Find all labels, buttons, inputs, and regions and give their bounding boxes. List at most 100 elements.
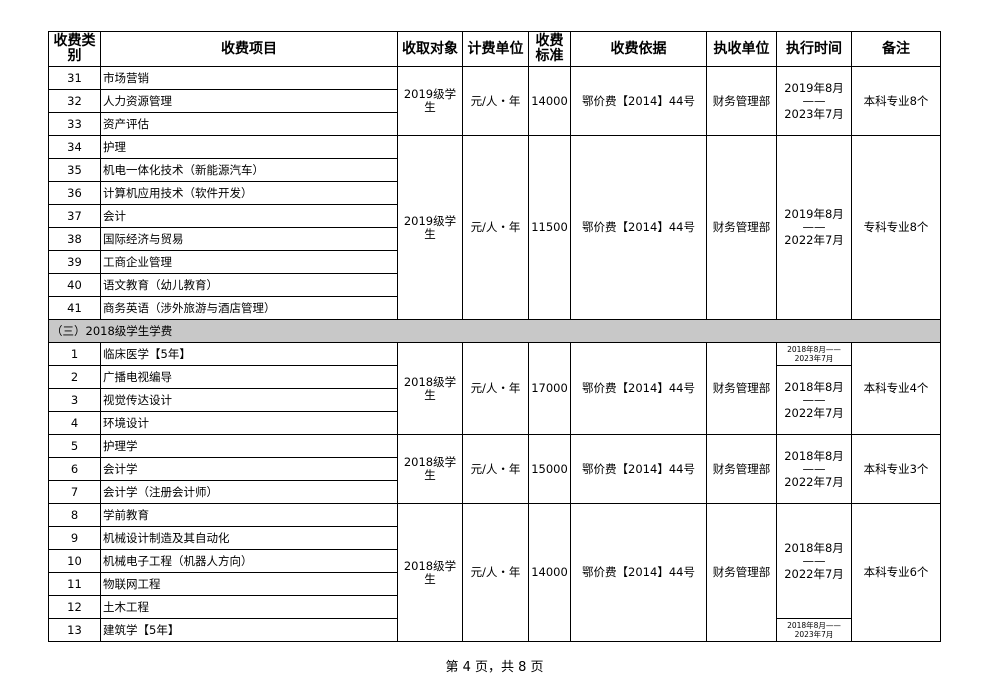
item-row: 34 护理 2019级学生 元/人・年 11500 鄂价费【2014】44号 财务管理部 20… [48, 135, 941, 320]
item-name: 建筑学【5年】 [100, 618, 398, 642]
period: 2018年8月 —— 2022年7月 [776, 434, 852, 504]
item-number: 37 [48, 204, 101, 228]
item-number: 38 [48, 227, 101, 251]
item-name: 商务英语（涉外旅游与酒店管理） [100, 296, 398, 320]
cell-target: 2019级学生 [397, 135, 463, 320]
section-row: （三）2018级学生学费 [48, 319, 941, 343]
item-name: 物联网工程 [100, 572, 398, 596]
item-name: 临床医学【5年】 [100, 342, 398, 366]
header-cell: 收取对象 [397, 31, 463, 67]
cell-amount: 15000 [528, 434, 571, 504]
item-name: 国际经济与贸易 [100, 227, 398, 251]
period-line: 2018年8月—— [787, 345, 841, 354]
item-name: 会计 [100, 204, 398, 228]
cell-target: 2018级学生 [397, 434, 463, 504]
item-name: 资产评估 [100, 112, 398, 136]
period-line: —— [802, 93, 826, 108]
cell-collector: 财务管理部 [706, 503, 777, 642]
header-cell: 执行时间 [776, 31, 852, 67]
cell-unit: 元/人・年 [462, 135, 529, 320]
period: 2018年8月 —— 2022年7月 [776, 365, 852, 435]
item-name: 会计学（注册会计师） [100, 480, 398, 504]
item-number: 34 [48, 135, 101, 159]
item-row: 35 机电一体化技术（新能源汽车） [48, 158, 941, 182]
item-name: 会计学 [100, 457, 398, 481]
item-row: 36 计算机应用技术（软件开发） [48, 181, 941, 205]
item-number: 35 [48, 158, 101, 182]
period-line: 2023年7月 [784, 106, 844, 121]
item-number: 32 [48, 89, 101, 113]
item-name: 市场营销 [100, 66, 398, 90]
note: 本科专业3个 [851, 434, 941, 504]
period: 2018年8月 —— 2022年7月 [776, 503, 852, 619]
header-cell: 备注 [851, 31, 941, 67]
item-name: 视觉传达设计 [100, 388, 398, 412]
cell-target: 2018级学生 [397, 342, 463, 435]
period-line: 2022年7月 [784, 405, 844, 420]
cell-collector: 财务管理部 [706, 342, 777, 435]
period-line: 2018年8月 [784, 540, 844, 555]
item-row: 31 市场营销 2019级学生 元/人・年 14000 鄂价费【2014】44号 财务管理部… [48, 66, 941, 136]
item-number: 41 [48, 296, 101, 320]
period: 2019年8月 —— 2022年7月 [776, 135, 852, 320]
item-number: 9 [48, 526, 101, 550]
item-row: 5 护理学 2018级学生 元/人・年 15000 鄂价费【2014】44号 财务管理部 20… [48, 434, 941, 504]
item-name: 人力资源管理 [100, 89, 398, 113]
item-row: 1 临床医学【5年】 2018级学生 元/人・年 17000 鄂价费【2014】44号 财务… [48, 342, 941, 435]
period-line: 2022年7月 [784, 474, 844, 489]
period-line: 2018年8月 [784, 379, 844, 394]
item-row: 13 建筑学【5年】 2018年8月—— 2023年7月 [48, 618, 941, 642]
item-name: 机电一体化技术（新能源汽车） [100, 158, 398, 182]
period-line: 2019年8月 [784, 207, 844, 221]
cell-collector: 财务管理部 [706, 66, 777, 136]
period-line: —— [802, 220, 826, 234]
period-line: —— [802, 392, 826, 407]
fee-table: 收费类别 收费项目 收取对象 计费单位 收费标准 收费依据 执收单位 执行时间 备注 31 市场营… [48, 31, 941, 642]
header-cell: 执收单位 [706, 31, 777, 67]
cell-amount: 14000 [528, 503, 571, 642]
item-number: 40 [48, 273, 101, 297]
cell-unit: 元/人・年 [462, 434, 529, 504]
cell-basis: 鄂价费【2014】44号 [570, 503, 707, 642]
item-row: 40 语文教育（幼儿教育） [48, 273, 941, 297]
item-name: 机械设计制造及其自动化 [100, 526, 398, 550]
item-name: 土木工程 [100, 595, 398, 619]
item-number: 7 [48, 480, 101, 504]
item-number: 31 [48, 66, 101, 90]
item-row: 4 环境设计 [48, 411, 941, 435]
item-number: 1 [48, 342, 101, 366]
header-cell: 收费项目 [100, 31, 398, 67]
note: 专科专业8个 [851, 135, 941, 320]
cell-target: 2019级学生 [397, 66, 463, 136]
table-body: 31 市场营销 2019级学生 元/人・年 14000 鄂价费【2014】44号 财务管理部… [48, 66, 941, 642]
item-number: 3 [48, 388, 101, 412]
period: 2019年8月 —— 2023年7月 [776, 66, 852, 136]
item-number: 4 [48, 411, 101, 435]
item-row: 33 资产评估 [48, 112, 941, 136]
item-number: 5 [48, 434, 101, 458]
period-line: 2023年7月 [794, 630, 834, 639]
item-row: 32 人力资源管理 [48, 89, 941, 113]
item-number: 2 [48, 365, 101, 389]
cell-collector: 财务管理部 [706, 434, 777, 504]
item-number: 33 [48, 112, 101, 136]
note: 本科专业6个 [851, 503, 941, 642]
item-row: 3 视觉传达设计 [48, 388, 941, 412]
note: 本科专业4个 [851, 342, 941, 435]
item-row: 2 广播电视编导 2018年8月 —— 2022年7月 [48, 365, 941, 435]
period-line: 2018年8月 [784, 448, 844, 463]
cell-basis: 鄂价费【2014】44号 [570, 66, 707, 136]
cell-amount: 11500 [528, 135, 571, 320]
item-number: 8 [48, 503, 101, 527]
item-name: 机械电子工程（机器人方向） [100, 549, 398, 573]
period-line: 2022年7月 [784, 566, 844, 581]
cell-basis: 鄂价费【2014】44号 [570, 342, 707, 435]
period-line: 2018年8月—— [787, 621, 841, 630]
period-line: —— [802, 553, 826, 568]
cell-unit: 元/人・年 [462, 66, 529, 136]
cell-unit: 元/人・年 [462, 342, 529, 435]
item-number: 10 [48, 549, 101, 573]
cell-amount: 17000 [528, 342, 571, 435]
item-number: 11 [48, 572, 101, 596]
cell-basis: 鄂价费【2014】44号 [570, 434, 707, 504]
